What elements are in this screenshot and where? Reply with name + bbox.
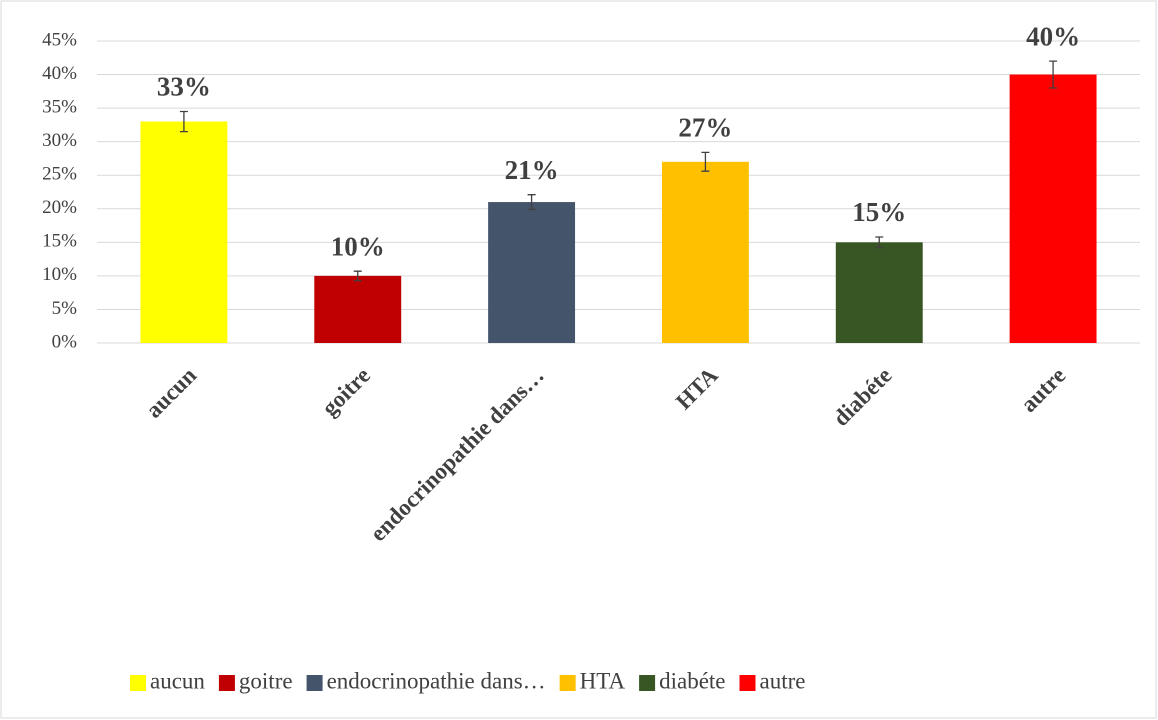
legend-swatch	[306, 675, 323, 691]
legend-label: aucun	[150, 668, 205, 693]
bar	[835, 242, 923, 343]
data-label: 33%	[157, 72, 211, 102]
y-tick-label: 35%	[42, 96, 77, 117]
error-bar	[179, 110, 188, 133]
y-tick-label: 20%	[42, 197, 77, 218]
legend-swatch	[739, 675, 756, 691]
data-label: 15%	[852, 197, 906, 227]
legend-label: HTA	[580, 668, 626, 693]
y-tick-label: 25%	[42, 164, 77, 185]
legend-label: diabéte	[659, 668, 725, 693]
bar	[1009, 74, 1097, 344]
y-tick-label: 40%	[42, 63, 77, 84]
y-tick-label: 15%	[42, 231, 77, 252]
error-bar	[527, 194, 536, 211]
legend-label: goitre	[239, 668, 293, 693]
data-label: 40%	[1026, 21, 1080, 51]
error-bar	[875, 236, 884, 249]
legend-label: autre	[760, 668, 806, 693]
data-label: 10%	[331, 231, 385, 261]
bar	[314, 275, 402, 343]
bar	[488, 202, 576, 343]
y-tick-label: 5%	[52, 298, 78, 319]
y-tick-label: 0%	[52, 331, 78, 352]
error-bar	[353, 270, 362, 282]
data-label: 27%	[678, 113, 732, 143]
bar	[140, 121, 228, 344]
legend-label: endocrinopathie dans…	[327, 668, 546, 693]
legend-swatch	[559, 675, 576, 691]
error-bar	[701, 151, 710, 172]
y-tick-label: 30%	[42, 130, 77, 151]
y-tick-label: 45%	[42, 29, 77, 50]
bar	[661, 161, 749, 343]
data-label: 21%	[505, 155, 559, 185]
error-bar	[1049, 60, 1058, 89]
legend-swatch	[130, 675, 146, 691]
y-tick-label: 10%	[42, 264, 77, 285]
legend-swatch	[218, 675, 235, 691]
legend-swatch	[639, 675, 656, 691]
